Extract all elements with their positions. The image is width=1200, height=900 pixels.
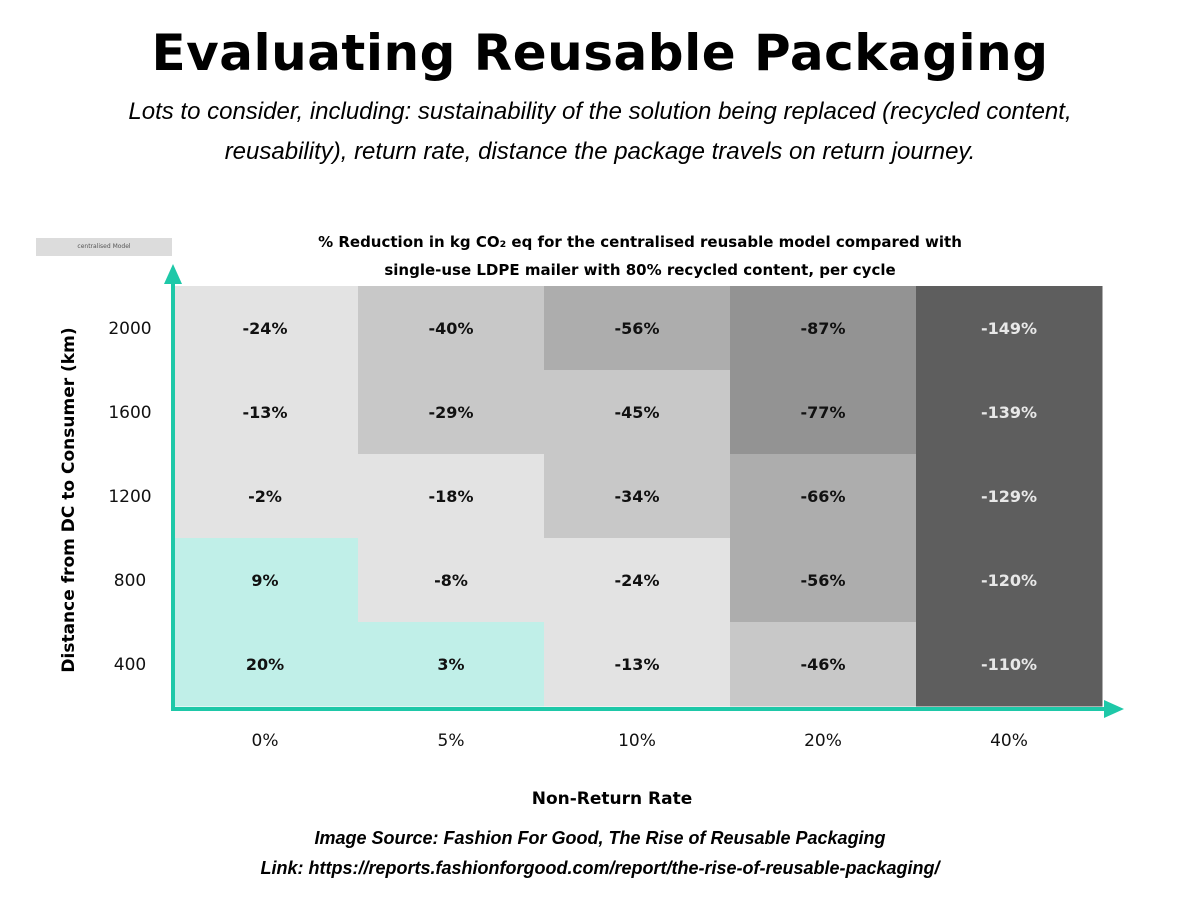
source-link[interactable]: Link: https://reports.fashionforgood.com…: [260, 858, 940, 878]
y-tick-label: 1600: [108, 403, 151, 423]
subtitle-line-2: reusability), return rate, distance the …: [224, 138, 976, 165]
chart-title-line-1: % Reduction in kg CO₂ eq for the central…: [318, 233, 962, 251]
x-axis-label: Non-Return Rate: [532, 789, 693, 809]
x-tick-label: 40%: [990, 731, 1028, 751]
heatmap-cell: [172, 286, 359, 371]
chart-title-line-2: single-use LDPE mailer with 80% recycled…: [384, 261, 896, 279]
heatmap-cell: [916, 622, 1103, 707]
heatmap-cell: [172, 370, 359, 455]
heatmap-cell: [358, 622, 545, 707]
heatmap-cell: [544, 370, 731, 455]
heatmap-cell: [172, 538, 359, 623]
cell-label: -46%: [801, 655, 846, 674]
heatmap-cell: [730, 622, 917, 707]
subtitle-line-1: Lots to consider, including: sustainabil…: [128, 98, 1072, 125]
heatmap-cell: [916, 454, 1103, 539]
page-title: Evaluating Reusable Packaging: [151, 24, 1049, 82]
y-axis-label: Distance from DC to Consumer (km): [59, 327, 79, 672]
cell-label: 3%: [437, 655, 464, 674]
y-tick-label: 800: [114, 571, 146, 591]
heatmap-cell: [172, 622, 359, 707]
cell-label: -77%: [801, 403, 846, 422]
cell-label: -34%: [615, 487, 660, 506]
cell-label: -40%: [429, 319, 474, 338]
heatmap-cell: [916, 538, 1103, 623]
page-subtitle: Lots to consider, including: sustainabil…: [0, 92, 1200, 172]
y-tick-label: 1200: [108, 487, 151, 507]
cell-label: -66%: [801, 487, 846, 506]
cell-label: -13%: [243, 403, 288, 422]
heatmap-cell: [544, 622, 731, 707]
image-source: Image Source: Fashion For Good, The Rise…: [314, 828, 886, 848]
cell-label: -2%: [248, 487, 282, 506]
heatmap-cell: [730, 370, 917, 455]
cell-label: -56%: [615, 319, 660, 338]
heatmap-cell: [358, 538, 545, 623]
cell-label: 20%: [246, 655, 284, 674]
cell-label: -56%: [801, 571, 846, 590]
heatmap-cell: [358, 286, 545, 371]
x-tick-label: 20%: [804, 731, 842, 751]
heatmap-cell: [544, 286, 731, 371]
cell-label: -13%: [615, 655, 660, 674]
cell-label: -8%: [434, 571, 468, 590]
model-tag: centralised Model: [36, 238, 172, 256]
heatmap-cell: [172, 454, 359, 539]
cell-label: -139%: [981, 403, 1037, 422]
heatmap-cell: [916, 370, 1103, 455]
chart-title: % Reduction in kg CO₂ eq for the central…: [200, 228, 1080, 284]
x-tick-label: 10%: [618, 731, 656, 751]
heatmap-cell: [358, 370, 545, 455]
heatmap-cell: [916, 286, 1103, 371]
x-tick-label: 0%: [252, 731, 279, 751]
cell-label: -87%: [801, 319, 846, 338]
heatmap-cell: [544, 454, 731, 539]
cell-label: -129%: [981, 487, 1037, 506]
heatmap-cell: [730, 286, 917, 371]
cell-label: -24%: [243, 319, 288, 338]
heatmap-cell: [358, 454, 545, 539]
cell-label: -24%: [615, 571, 660, 590]
x-axis-arrow-icon: [1104, 700, 1124, 718]
cell-label: -110%: [981, 655, 1037, 674]
y-tick-label: 2000: [108, 319, 151, 339]
cell-label: -45%: [615, 403, 660, 422]
heatmap-cell: [730, 538, 917, 623]
x-tick-label: 5%: [438, 731, 465, 751]
cell-label: 9%: [251, 571, 278, 590]
cell-label: -29%: [429, 403, 474, 422]
y-axis-arrow-icon: [164, 264, 182, 284]
cell-label: -149%: [981, 319, 1037, 338]
y-tick-label: 400: [114, 655, 146, 675]
cell-label: -18%: [429, 487, 474, 506]
cell-label: -120%: [981, 571, 1037, 590]
heatmap-cell: [730, 454, 917, 539]
heatmap-cell: [544, 538, 731, 623]
